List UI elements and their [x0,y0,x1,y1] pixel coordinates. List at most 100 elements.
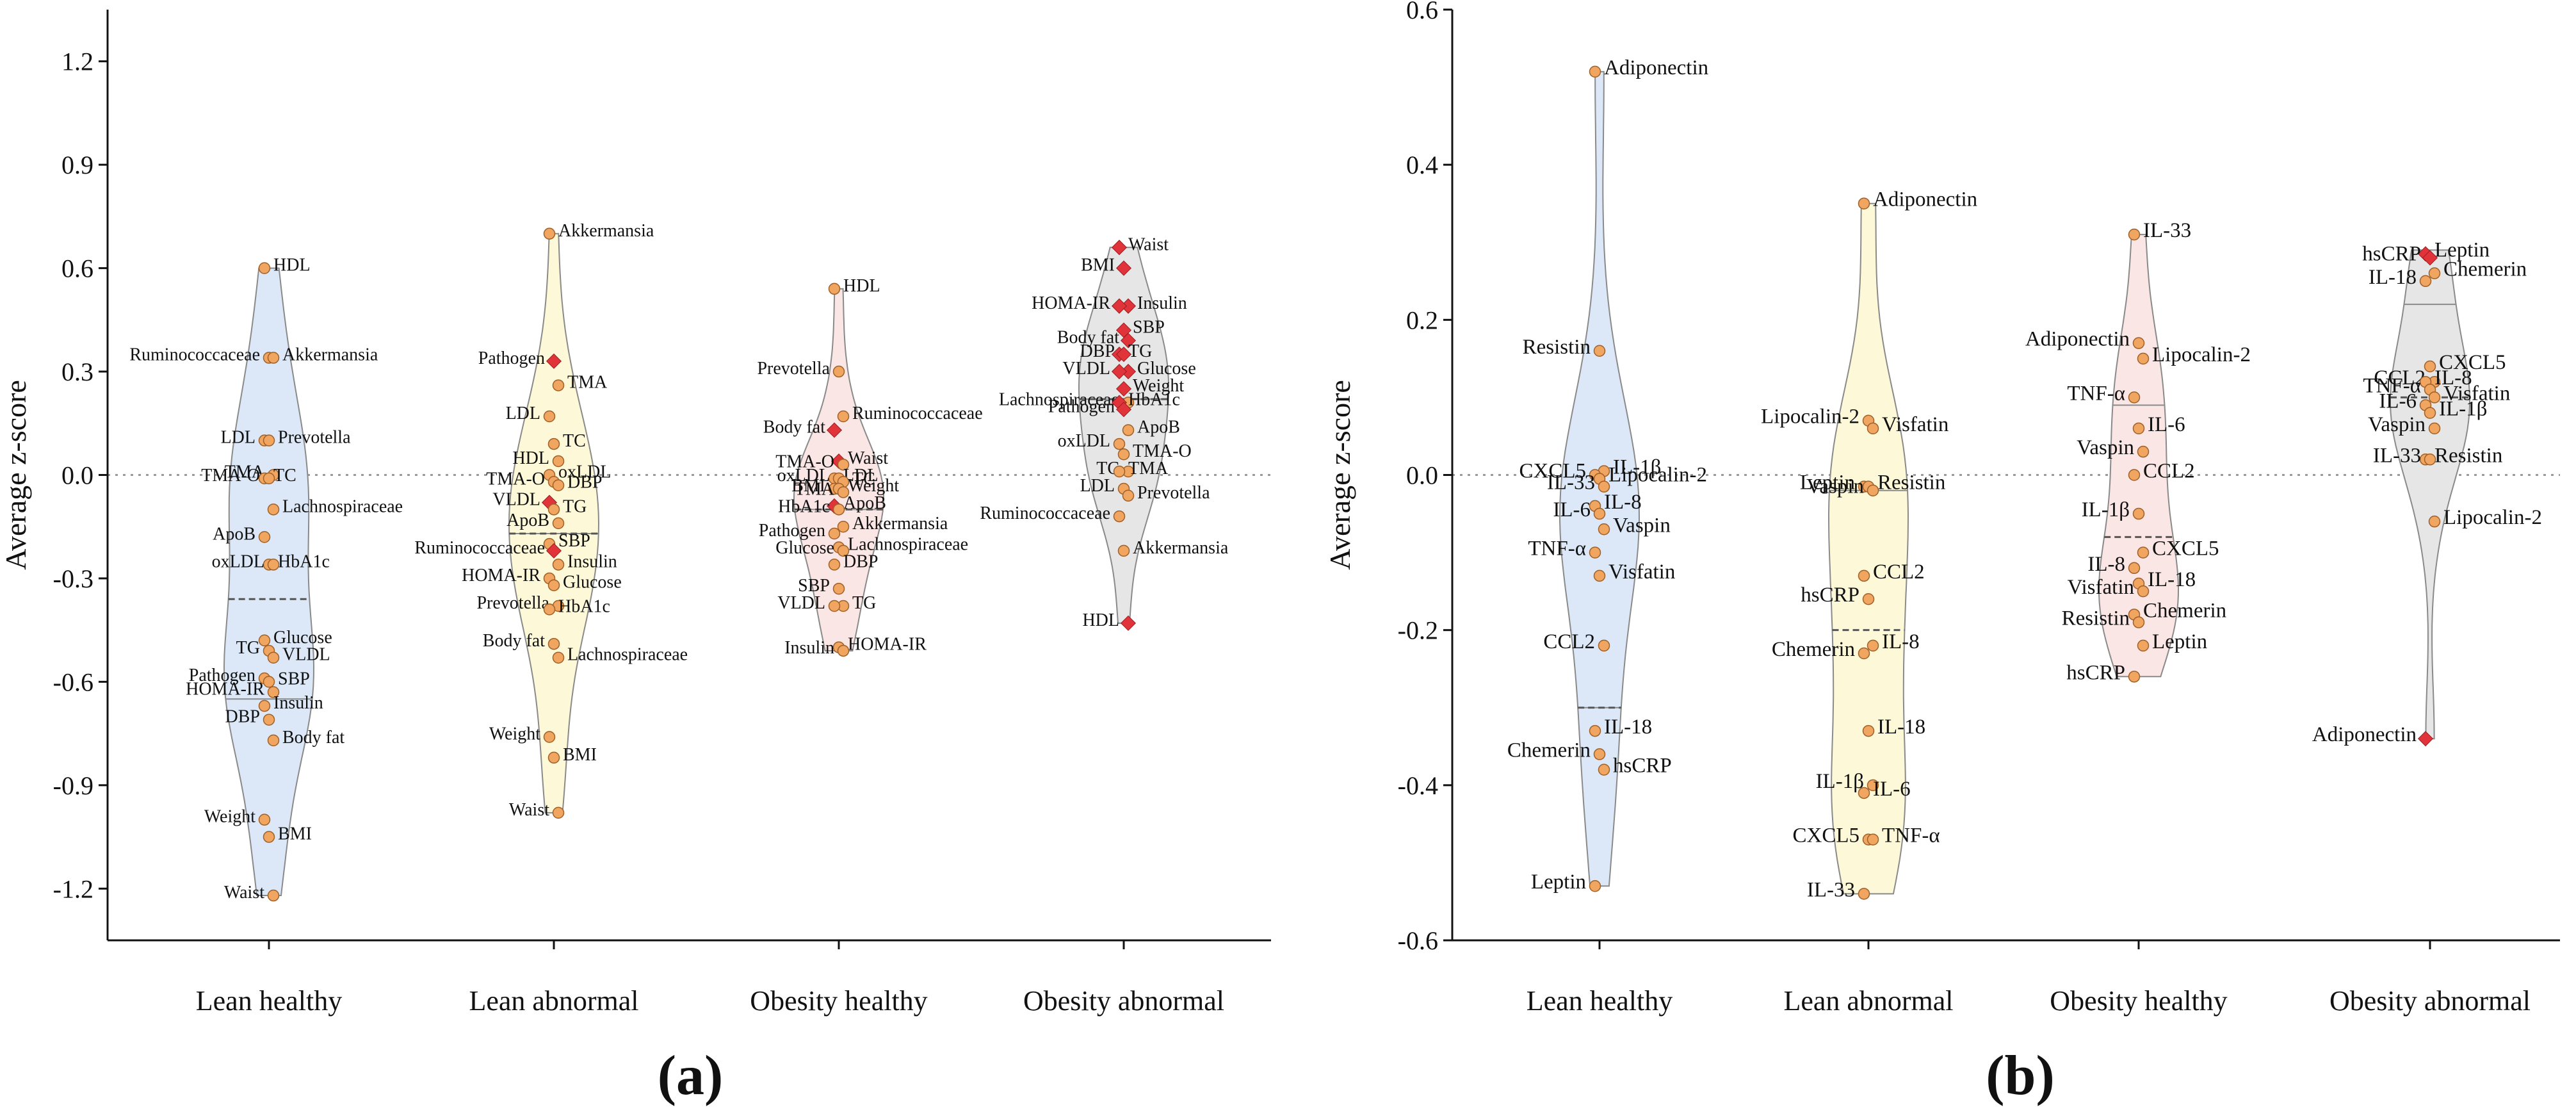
point-resistin [2132,616,2145,628]
point-label-body-fat: Body fat [282,728,344,748]
point-label-cxcl5: CXCL5 [2439,351,2506,374]
point-label-tma-o: TMA-O [486,469,545,489]
point-hdl [552,455,565,468]
point-label-lachnospiraceae: Lachnospiraceae [848,535,968,555]
point-waist [267,889,280,902]
point-label-hscrp: hsCRP [1613,755,1672,778]
point-lipocalin-2 [2428,515,2441,528]
point-label-ruminococcaceae: Ruminococcaceae [414,538,545,558]
point-label-apob: ApoB [213,524,255,544]
category-label-lean-abnormal: Lean abnormal [1783,985,1953,1017]
point-label-hba1c: HbA1c [778,496,830,516]
point-il-33 [2128,228,2141,241]
point-sbp [263,676,275,688]
category-label-obesity-healthy: Obesity healthy [2050,985,2227,1017]
point-ruminococcaceae [546,543,562,559]
point-label-tc: TC [852,469,875,489]
point-label-resistin: Resistin [2434,444,2502,467]
point-label-bmi: BMI [278,824,312,844]
point-body-fat [547,637,560,650]
point-vaspin [1867,484,1879,496]
point-label-il-6: IL-6 [2379,390,2417,413]
point-label-weight: Weight [204,807,255,827]
point-cxcl5 [2137,546,2150,559]
point-ccl2 [2128,469,2141,481]
point-label-il-8: IL-8 [1882,630,1920,653]
point-ccl2 [1858,569,1870,582]
point-label-ruminococcaceae: Ruminococcaceae [129,345,260,365]
point-tc [547,437,560,450]
point-leptin [1589,879,1601,892]
point-il-6 [1858,787,1870,799]
point-label-waist: Waist [224,883,264,903]
point-label-bmi: BMI [563,745,597,765]
point-label-ldl: LDL [221,428,255,448]
point-label-akkermansia: Akkermansia [282,345,378,365]
point-label-lipocalin-2: Lipocalin-2 [2443,506,2542,529]
point-hscrp [1862,593,1875,605]
point-label-hscrp: hsCRP [2066,661,2125,684]
point-label-il-1: IL-1β [1816,770,1864,793]
point-label-adiponectin: Adiponectin [2025,328,2130,351]
point-pathogen [1115,402,1132,418]
point-il-18 [1589,724,1601,737]
point-label-bmi: BMI [791,476,825,496]
point-vldl [828,600,841,612]
point-label-tg: TG [852,593,876,613]
violin-obesity-healthy: HDL Prevotella Ruminococcaceae Body fat Wais… [757,276,982,658]
point-label-body-fat: Body fat [483,631,545,651]
point-bmi [1115,260,1132,276]
point-adiponectin [2132,337,2145,349]
point-label-apob: ApoB [506,511,549,530]
point-tg [547,503,560,516]
point-dbp [263,714,275,726]
point-label-homa-ir: HOMA-IR [848,635,927,655]
category-label-lean-healthy: Lean healthy [1527,985,1673,1017]
point-label-akkermansia: Akkermansia [852,514,948,534]
point-label-ruminococcaceae: Ruminococcaceae [852,404,983,423]
point-label-il-18: IL-18 [1877,715,1925,739]
point-sbp [832,582,845,595]
point-label-weight: Weight [489,724,540,744]
y-tick-label: 0.0 [61,461,93,490]
point-label-sbp: SBP [798,576,830,596]
point-label-il-1: IL-1β [1613,455,1661,478]
point-label-homa-ir: HOMA-IR [462,566,540,585]
point-label-hdl: HDL [1082,610,1119,630]
point-hscrp [2422,250,2438,266]
point-lachnospiraceae [267,503,280,516]
point-tma-o [263,472,275,485]
point-label-tma: TMA [795,479,835,499]
point-apob [258,531,271,543]
point-label-cxcl5: CXCL5 [1792,824,1859,847]
category-label-obesity-abnormal: Obesity abnormal [1023,985,1224,1017]
point-hdl [1120,615,1137,631]
point-label-vaspin: Vaspin [2077,436,2134,459]
point-label-insulin: Insulin [1137,293,1187,313]
point-label-vaspin: Vaspin [1613,514,1671,537]
point-dbp [552,479,565,491]
category-label-lean-abnormal: Lean abnormal [469,985,638,1017]
point-label-il-6: IL-6 [1553,498,1591,521]
point-ccl2 [1598,639,1610,652]
point-il-8 [2128,562,2141,575]
point-label-glucose: Glucose [563,573,622,593]
point-label-prevotella: Prevotella [278,428,351,448]
point-label-body-fat: Body fat [763,418,825,437]
point-label-body-fat: Body fat [1057,328,1119,348]
point-pathogen [828,527,841,540]
point-label-lipocalin-2: Lipocalin-2 [2152,343,2251,366]
point-label-waist: Waist [509,800,549,820]
point-label-prevotella: Prevotella [1137,483,1210,503]
point-label-oxldl: oxLDL [1058,431,1110,451]
point-label-insulin: Insulin [784,638,834,658]
point-label-il-6: IL-6 [1873,778,1911,801]
point-tnf [2128,391,2141,404]
point-label-ldl: LDL [1080,476,1115,496]
point-cxcl5 [2424,360,2436,373]
point-label-il-8: IL-8 [1604,491,1642,514]
point-label-oxldl: oxLDL [558,462,611,482]
point-label-oxldl: oxLDL [777,466,830,486]
point-label-glucose: Glucose [1137,359,1196,379]
